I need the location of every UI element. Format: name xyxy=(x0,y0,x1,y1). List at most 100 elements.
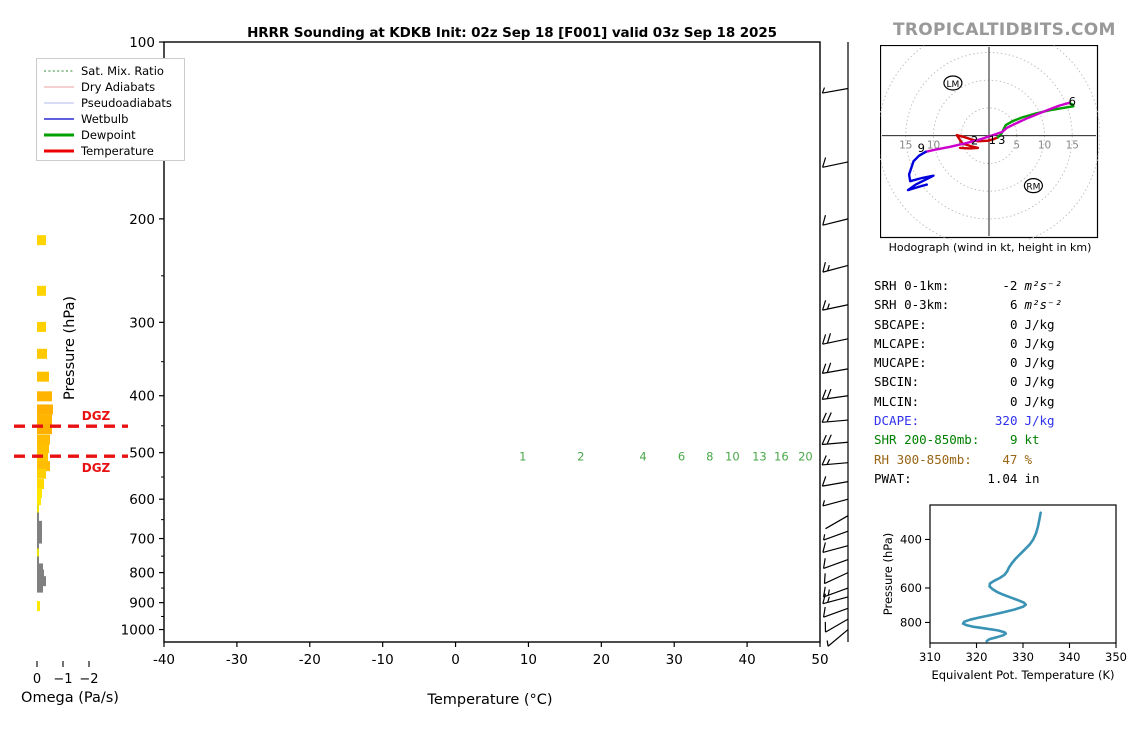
svg-text:10: 10 xyxy=(520,652,537,668)
svg-text:5: 5 xyxy=(1013,140,1020,152)
svg-text:2: 2 xyxy=(577,450,584,464)
svg-text:500: 500 xyxy=(129,446,155,462)
legend: Sat. Mix. Ratio Dry Adiabats Pseudoadiabat… xyxy=(36,58,186,162)
svg-text:Dry Adiabats: Dry Adiabats xyxy=(81,80,155,94)
stat-row: MLCAPE: 0 J/kg xyxy=(874,334,1063,353)
svg-text:−2: −2 xyxy=(79,672,98,687)
omega-axis-label: Omega (Pa/s) xyxy=(21,690,119,706)
hodograph-caption: Hodograph (wind in kt, height in km) xyxy=(888,241,1092,254)
stat-unit: J/kg xyxy=(1024,393,1055,409)
svg-text:LM: LM xyxy=(947,80,960,90)
stat-value: -2 xyxy=(1002,278,1018,293)
svg-text:DGZ: DGZ xyxy=(82,461,111,475)
svg-text:1000: 1000 xyxy=(121,623,155,639)
hodograph-panel: 15 10 5 5 10 15 LM RM 1 2 3 6 9 xyxy=(880,45,1100,240)
svg-text:9: 9 xyxy=(918,141,925,155)
svg-text:0: 0 xyxy=(33,672,41,687)
svg-text:400: 400 xyxy=(129,389,155,405)
svg-text:330: 330 xyxy=(1012,650,1034,664)
stat-unit: J/kg xyxy=(1024,316,1055,332)
stat-value: 9 xyxy=(1009,432,1018,448)
stat-row: SBCIN: 0 J/kg xyxy=(874,372,1063,391)
stat-value: 0 xyxy=(1009,316,1018,332)
stat-value: 0 xyxy=(1009,355,1018,371)
svg-text:600: 600 xyxy=(129,492,155,508)
stat-unit: m²s⁻² xyxy=(1024,297,1063,313)
stat-label: SHR 200-850mb: xyxy=(874,432,980,448)
svg-text:4: 4 xyxy=(639,450,646,464)
svg-text:310: 310 xyxy=(919,650,941,664)
stat-unit: in xyxy=(1024,470,1040,486)
svg-text:8: 8 xyxy=(706,450,713,464)
svg-text:800: 800 xyxy=(900,615,922,629)
svg-text:Dewpoint: Dewpoint xyxy=(81,128,136,142)
stat-value: 6 xyxy=(1009,297,1018,313)
svg-text:6: 6 xyxy=(1069,95,1076,109)
svg-text:-30: -30 xyxy=(226,652,248,668)
stat-label: PWAT: xyxy=(874,470,912,486)
stat-value: 1.04 xyxy=(987,470,1018,486)
skewt-yaxis-label: Pressure (hPa) xyxy=(62,296,78,401)
stat-label: RH 300-850mb: xyxy=(874,451,972,467)
stat-value: 0 xyxy=(1009,374,1018,390)
stat-row: MLCIN: 0 J/kg xyxy=(874,392,1063,411)
svg-text:−1: −1 xyxy=(53,672,72,687)
svg-text:-10: -10 xyxy=(372,652,394,668)
svg-text:Equivalent Pot. Temperature (K: Equivalent Pot. Temperature (K) xyxy=(931,668,1114,682)
stat-row: MUCAPE: 0 J/kg xyxy=(874,353,1063,372)
svg-text:340: 340 xyxy=(1059,650,1081,664)
svg-text:3: 3 xyxy=(998,133,1005,147)
svg-text:700: 700 xyxy=(129,532,155,548)
stat-unit: m²s⁻² xyxy=(1024,278,1063,293)
stat-unit: % xyxy=(1024,451,1032,467)
stat-row: SBCAPE: 0 J/kg xyxy=(874,315,1063,334)
stat-label: SBCAPE: xyxy=(874,316,927,332)
stat-unit: J/kg xyxy=(1024,335,1055,351)
svg-text:RM: RM xyxy=(1026,183,1040,193)
svg-text:15: 15 xyxy=(1066,140,1079,152)
svg-text:320: 320 xyxy=(966,650,988,664)
stat-unit: J/kg xyxy=(1024,355,1055,371)
stat-value: 0 xyxy=(1009,393,1018,409)
stat-label: SRH 0-1km: xyxy=(874,278,950,293)
svg-text:10: 10 xyxy=(1038,140,1051,152)
stat-label: MUCAPE: xyxy=(874,355,927,371)
svg-text:100: 100 xyxy=(129,35,155,51)
stat-unit: J/kg xyxy=(1024,374,1055,390)
svg-text:10: 10 xyxy=(725,450,740,464)
stat-value: 0 xyxy=(1009,335,1018,351)
stat-label: SRH 0-3km: xyxy=(874,297,950,313)
stat-row: DCAPE: 320 J/kg xyxy=(874,411,1063,430)
svg-text:6: 6 xyxy=(678,450,685,464)
stat-row: RH 300-850mb: 47% xyxy=(874,450,1063,469)
svg-text:Pressure (hPa): Pressure (hPa) xyxy=(881,533,895,616)
svg-text:350: 350 xyxy=(1105,650,1127,664)
svg-text:-40: -40 xyxy=(153,652,175,668)
stat-label: SBCIN: xyxy=(874,374,920,390)
svg-text:900: 900 xyxy=(129,596,155,612)
watermark: TROPICALTIDBITS.COM xyxy=(893,20,1116,40)
stat-label: MLCIN: xyxy=(874,393,920,409)
svg-text:Temperature: Temperature xyxy=(80,144,154,158)
thetae-panel: 310 320 330 340 350 400 600 800 Equivalent Pot. … xyxy=(878,495,1128,690)
page-title: HRRR Sounding at KDKB Init: 02z Sep 18 [… xyxy=(247,25,777,41)
skewt-chart: 1 2 4 6 8 10 13 16 20 -40 -30 -20 -10 0 10 20 30 40 50 100 2… xyxy=(120,20,860,680)
svg-text:800: 800 xyxy=(129,566,155,582)
svg-text:5: 5 xyxy=(958,140,965,152)
svg-text:40: 40 xyxy=(739,652,756,668)
stats-panel: SRH 0-1km: -2 m²s⁻² SRH 0-3km: 6 m²s⁻² SBCAPE:… xyxy=(874,276,1063,488)
stat-value: 47 xyxy=(1002,451,1018,467)
svg-text:Sat. Mix. Ratio: Sat. Mix. Ratio xyxy=(81,64,164,78)
svg-text:20: 20 xyxy=(798,450,813,464)
svg-text:50: 50 xyxy=(811,652,828,668)
stat-unit: J/kg xyxy=(1024,413,1055,429)
svg-text:300: 300 xyxy=(129,315,155,331)
svg-text:1: 1 xyxy=(519,450,526,464)
svg-text:600: 600 xyxy=(900,581,922,595)
stat-unit: kt xyxy=(1024,432,1040,448)
svg-text:30: 30 xyxy=(666,652,683,668)
stat-value: 320 xyxy=(994,413,1018,429)
svg-text:Wetbulb: Wetbulb xyxy=(81,112,128,126)
svg-text:DGZ: DGZ xyxy=(82,409,111,423)
svg-text:20: 20 xyxy=(593,652,610,668)
